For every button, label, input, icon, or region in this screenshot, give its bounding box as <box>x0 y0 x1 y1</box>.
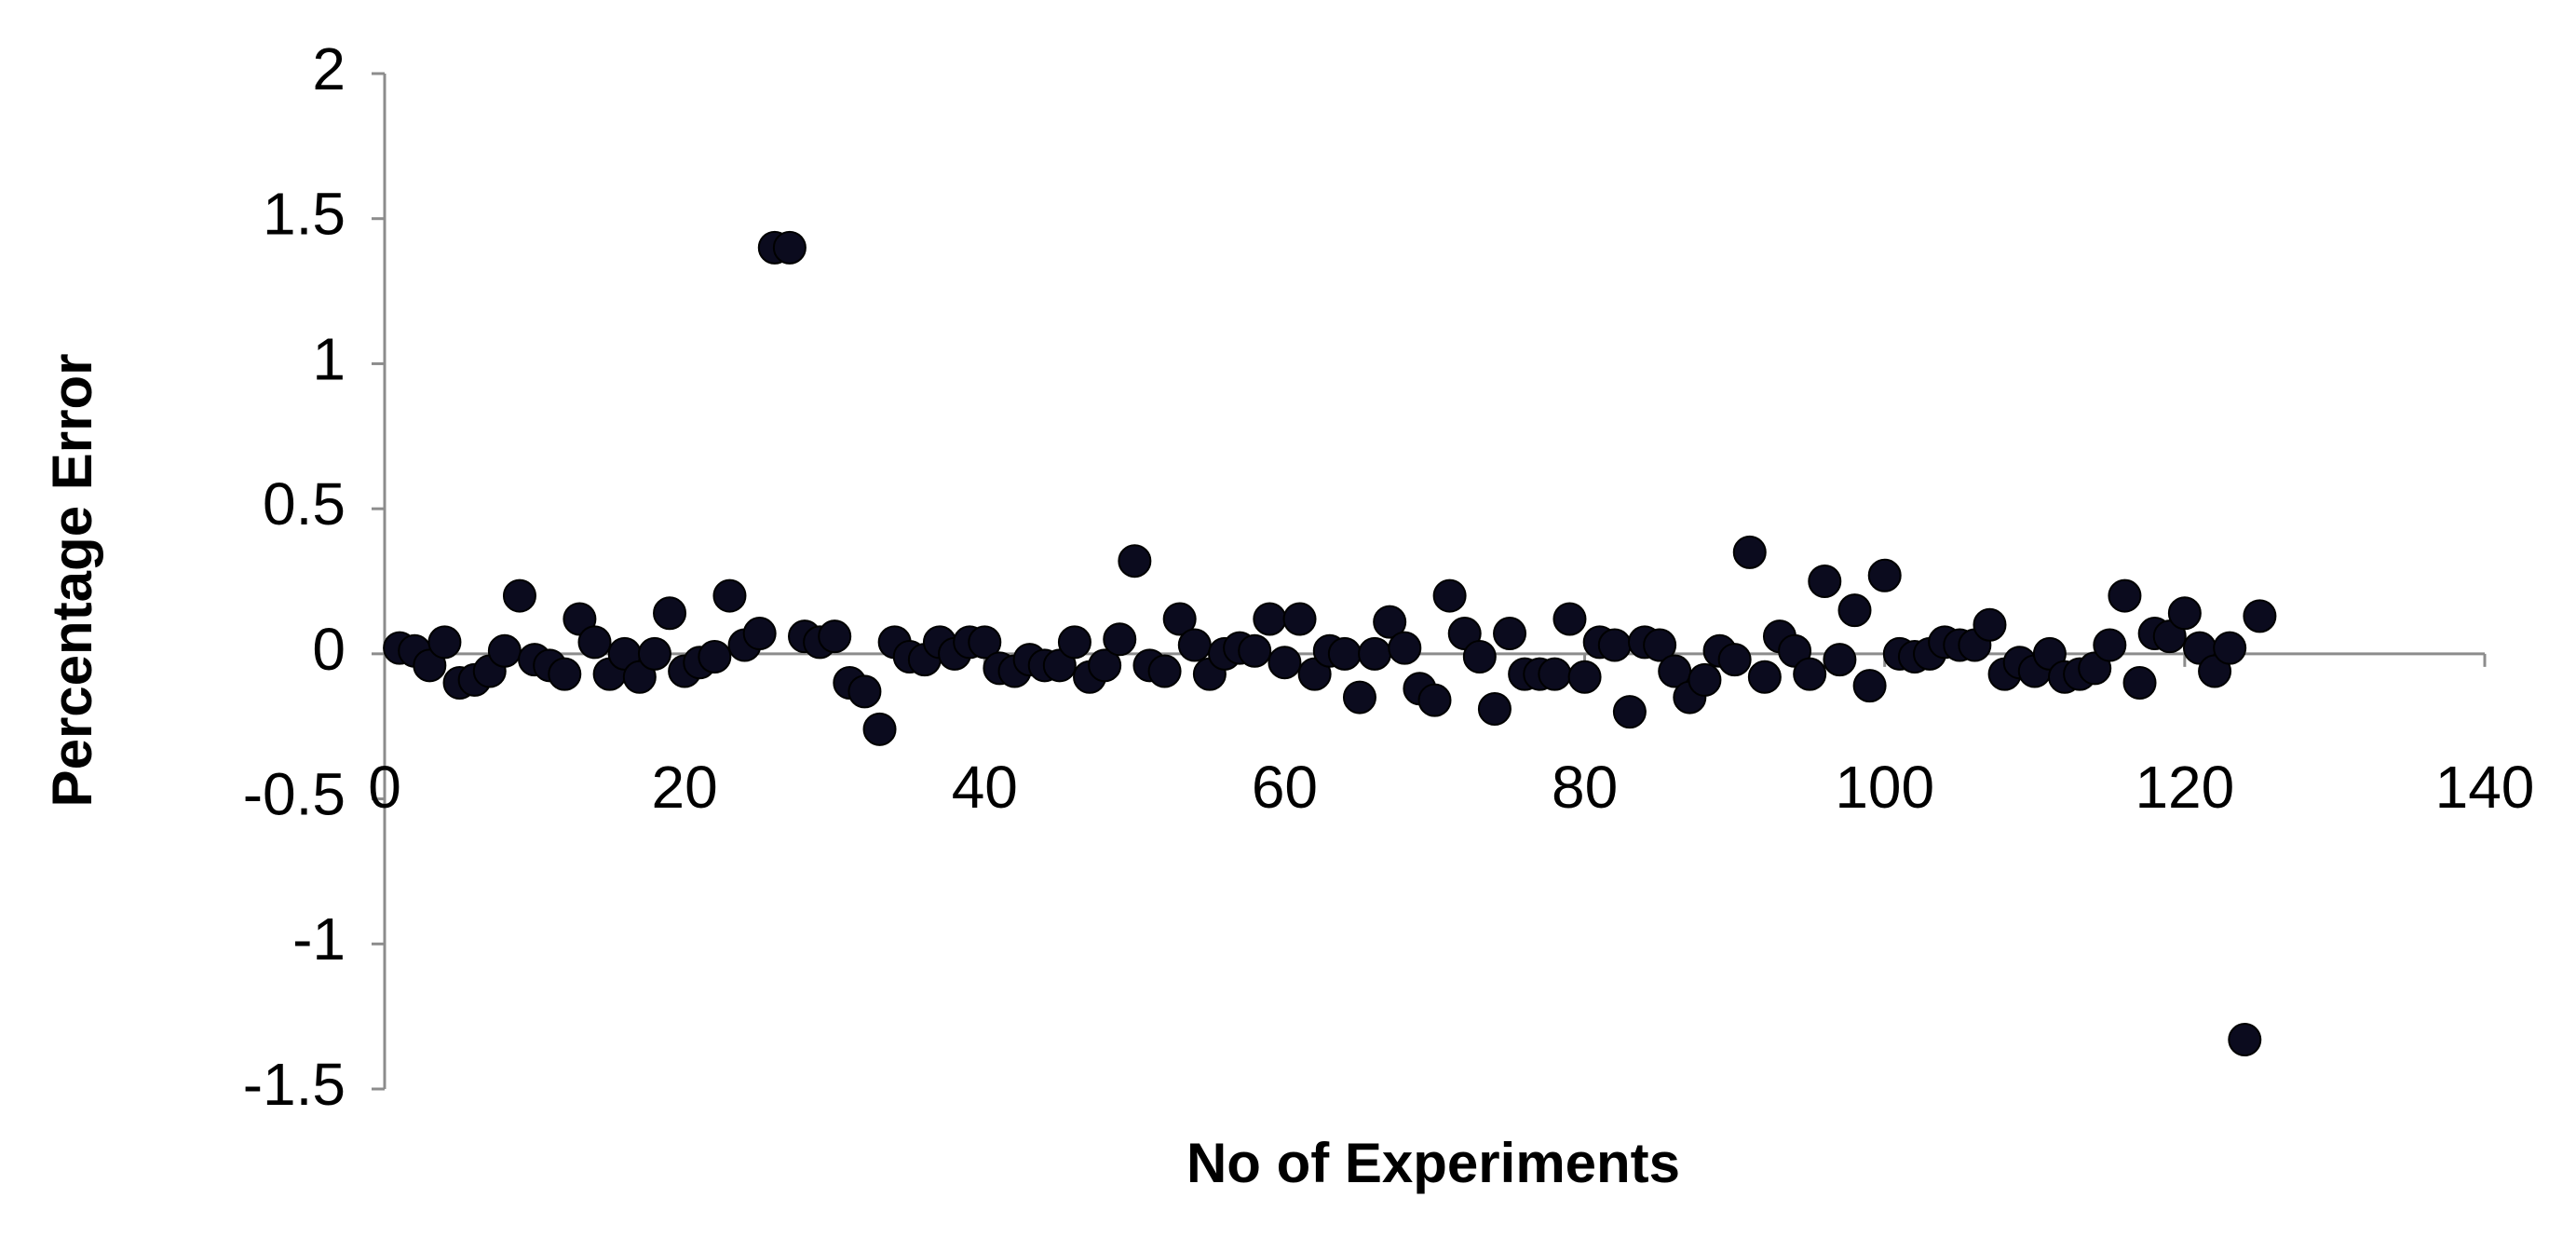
point <box>1732 535 1767 569</box>
point <box>577 625 612 660</box>
point <box>1837 593 1872 628</box>
point <box>968 625 1002 660</box>
x-tick-label: 20 <box>652 754 718 821</box>
y-tick-label: 2 <box>312 35 346 102</box>
point <box>1327 636 1362 671</box>
point <box>1717 643 1752 677</box>
point <box>1253 602 1287 636</box>
point <box>2243 599 2277 633</box>
point <box>1388 631 1422 665</box>
point <box>1432 578 1467 613</box>
point <box>1538 657 1572 691</box>
y-tick-label: 0.5 <box>263 470 346 538</box>
point <box>1342 680 1376 714</box>
x-tick-label: 0 <box>368 754 401 821</box>
point <box>712 578 747 613</box>
point <box>502 578 536 613</box>
point <box>1852 669 1887 703</box>
y-tick-label: 0 <box>312 616 346 683</box>
point <box>818 619 852 654</box>
point <box>1238 633 1272 668</box>
x-tick-label: 80 <box>1552 754 1618 821</box>
point <box>1612 695 1647 729</box>
point <box>1973 607 2007 642</box>
y-tick-label: 1 <box>312 325 346 392</box>
point <box>1118 544 1152 578</box>
point <box>2228 1023 2262 1057</box>
x-tick-label: 140 <box>2435 754 2535 821</box>
point <box>847 674 882 709</box>
point <box>1462 639 1497 674</box>
point <box>1493 617 1527 651</box>
point <box>653 596 687 631</box>
point <box>698 639 732 674</box>
x-tick-label: 100 <box>1835 754 1934 821</box>
point <box>2167 596 2202 631</box>
point <box>1597 628 1632 662</box>
point <box>1417 683 1452 717</box>
point <box>1808 565 1842 598</box>
point <box>1688 662 1722 697</box>
point <box>2122 666 2157 700</box>
point <box>1268 646 1302 680</box>
point <box>2093 628 2127 662</box>
point <box>1867 558 1902 592</box>
point <box>2108 578 2142 613</box>
point <box>1823 643 1857 677</box>
point <box>1162 602 1197 636</box>
point <box>1282 602 1317 636</box>
point <box>487 633 522 668</box>
point <box>1088 648 1122 683</box>
x-tick-label: 120 <box>2135 754 2234 821</box>
x-tick-label: 40 <box>952 754 1018 821</box>
x-tick-label: 60 <box>1252 754 1318 821</box>
point <box>1103 622 1137 657</box>
y-tick-label: 1.5 <box>263 181 346 248</box>
point <box>1793 657 1827 691</box>
point <box>1057 625 1091 660</box>
point <box>1358 636 1392 671</box>
point <box>1177 628 1212 662</box>
point <box>742 617 777 651</box>
point <box>862 712 897 746</box>
y-tick-label: -1.5 <box>243 1051 346 1118</box>
point <box>1552 602 1587 636</box>
point <box>1373 605 1407 639</box>
point <box>1147 654 1182 688</box>
point <box>1567 660 1602 694</box>
point <box>1477 692 1512 727</box>
point <box>548 657 582 691</box>
point <box>427 625 462 660</box>
point <box>1747 660 1782 694</box>
point <box>2213 631 2247 665</box>
x-axis-title: No of Experiments <box>1186 1132 1680 1194</box>
point <box>637 636 671 671</box>
y-tick-label: -0.5 <box>243 760 346 827</box>
y-tick-label: -1 <box>292 905 346 973</box>
point <box>772 230 807 265</box>
y-axis-title: Percentage Error <box>41 354 103 808</box>
point <box>1643 628 1677 662</box>
